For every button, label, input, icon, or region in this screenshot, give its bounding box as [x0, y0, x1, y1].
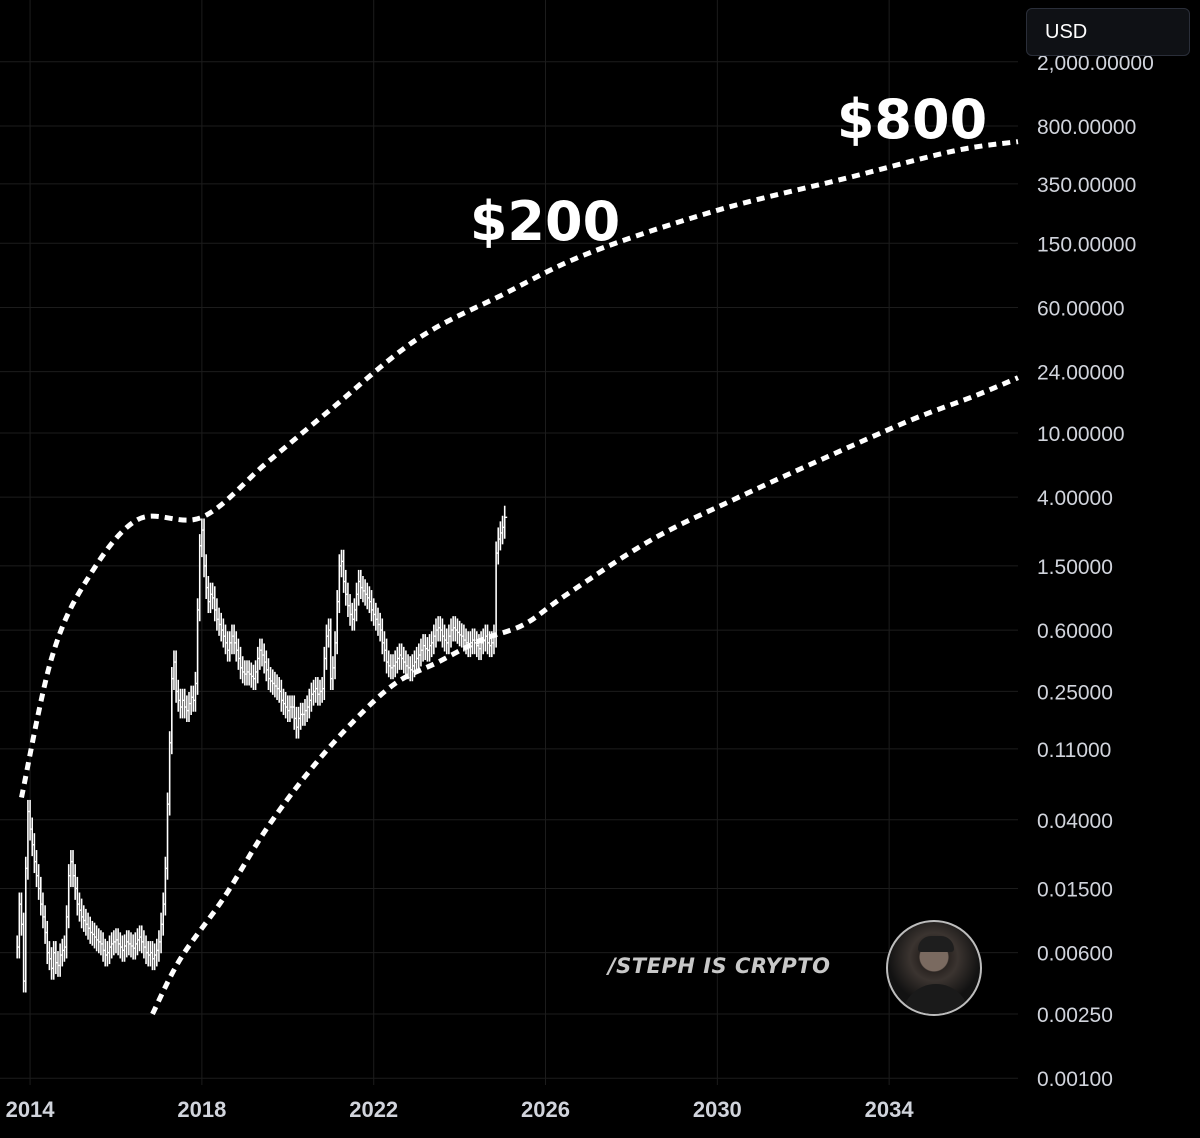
- x-tick-label: 2022: [349, 1097, 398, 1122]
- lower-trend-curve: [150, 375, 1019, 1016]
- y-tick-label: 150.00000: [1037, 233, 1136, 256]
- y-axis-labels: 2,000.00000 800.00000 350.00000 150.00000 60…: [1037, 52, 1154, 1091]
- y-tick-label: 800.00000: [1037, 116, 1136, 139]
- x-tick-label: 2034: [865, 1097, 915, 1122]
- y-tick-label: 0.11000: [1037, 739, 1111, 762]
- y-tick-label: 24.00000: [1037, 362, 1125, 385]
- x-tick-label: 2018: [177, 1097, 226, 1122]
- trend-curves: [19, 139, 1019, 1016]
- y-tick-label: 0.00100: [1037, 1068, 1113, 1091]
- y-tick-label: 0.04000: [1037, 810, 1113, 833]
- annotation-200: $200: [470, 190, 620, 253]
- y-tick-label: 0.25000: [1037, 681, 1113, 704]
- annotation-800: $800: [837, 88, 987, 151]
- y-tick-label: 0.00600: [1037, 943, 1113, 966]
- y-tick-label: 4.00000: [1037, 487, 1113, 510]
- shoulders-shape: [902, 984, 970, 1014]
- watermark-text: /STEPH IS CRYPTO: [608, 954, 831, 978]
- upper-trend-curve: [19, 139, 1019, 799]
- grid-lines: [0, 0, 1018, 1085]
- x-tick-label: 2026: [521, 1097, 570, 1122]
- y-tick-label: 0.01500: [1037, 878, 1113, 901]
- x-axis-labels: 2014 2018 2022 2026 2030 2034: [6, 1097, 915, 1122]
- y-tick-label: 60.00000: [1037, 297, 1125, 320]
- y-tick-label: 1.50000: [1037, 556, 1113, 579]
- y-tick-label: 2,000.00000: [1037, 52, 1154, 75]
- cap-shape: [918, 936, 954, 952]
- x-tick-label: 2030: [693, 1097, 742, 1122]
- avatar-icon: [886, 920, 982, 1016]
- currency-selector-button[interactable]: USD: [1026, 8, 1190, 56]
- y-tick-label: 0.00250: [1037, 1004, 1113, 1027]
- y-tick-label: 10.00000: [1037, 423, 1125, 446]
- y-tick-label: 0.60000: [1037, 620, 1113, 643]
- x-tick-label: 2014: [6, 1097, 56, 1122]
- y-tick-label: 350.00000: [1037, 174, 1136, 197]
